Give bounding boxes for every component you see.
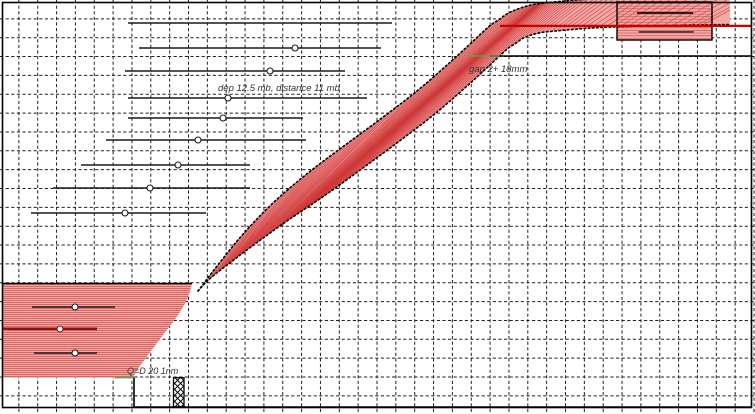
svg-text:dep 12.5 mb, distance 11 mb: dep 12.5 mb, distance 11 mb: [218, 83, 340, 94]
svg-text:gap 2+ 18mm: gap 2+ 18mm: [469, 64, 527, 75]
svg-text:Q=D 20 1nm: Q=D 20 1nm: [127, 366, 179, 376]
